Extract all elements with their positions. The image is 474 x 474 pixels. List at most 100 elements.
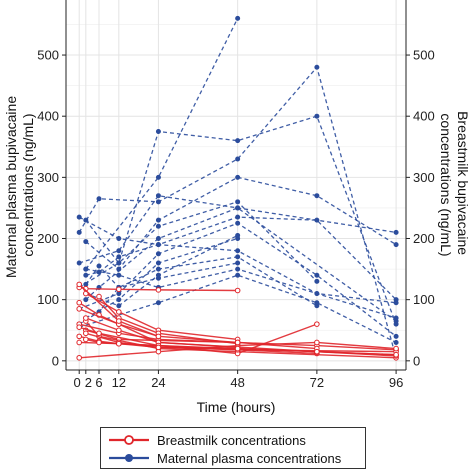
plasma-data-point: [314, 217, 320, 223]
plasma-data-point: [96, 196, 102, 202]
plasma-series-line: [85, 176, 397, 271]
plasma-data-point: [155, 174, 161, 180]
plasma-data-point: [155, 217, 161, 223]
breastmilk-data-point: [234, 339, 241, 346]
legend-plasma-swatch: [109, 454, 149, 462]
breastmilk-data-point: [155, 287, 162, 293]
legend-item-plasma: Maternal plasma concentrations: [107, 449, 341, 467]
plasma-data-point: [155, 251, 161, 257]
breastmilk-data-point: [76, 339, 83, 346]
plasma-data-point: [235, 174, 241, 180]
x-tick-label: 24: [151, 375, 165, 390]
breastmilk-data-point: [76, 324, 83, 330]
breastmilk-data-point: [76, 354, 83, 361]
plasma-data-point: [76, 229, 82, 235]
breastmilk-data-point: [116, 286, 122, 293]
plasma-data-point: [155, 272, 161, 278]
y-axis-title-left-line2: concentrations (ng/mL): [20, 113, 36, 256]
plasma-data-point: [393, 229, 399, 235]
plasma-data-point: [96, 263, 102, 269]
plasma-data-point: [76, 214, 82, 220]
y-axis-title-left-line1: Maternal plasma bupivacaine: [3, 96, 19, 278]
plasma-data-point: [83, 266, 89, 272]
plasma-data-point: [393, 242, 399, 248]
legend: Breastmilk concentrations Maternal plasm…: [100, 427, 366, 469]
plasma-data-point: [314, 278, 320, 284]
breastmilk-data-point: [116, 340, 122, 347]
breastmilk-data-point: [76, 281, 83, 288]
plasma-data-point: [314, 300, 320, 306]
plasma-data-point: [235, 254, 241, 260]
y-tick-label-left: 0: [52, 353, 59, 368]
breastmilk-data-point: [393, 345, 399, 352]
y-axis-title-right: Breastmilk bupivacaine concentrations (n…: [438, 111, 471, 259]
plasma-data-point: [393, 339, 399, 345]
x-tick-label: 6: [95, 375, 102, 390]
plasma-series-line: [85, 237, 238, 319]
plasma-data-point: [116, 260, 122, 266]
breastmilk-data-point: [116, 327, 122, 334]
plasma-data-point: [155, 260, 161, 266]
plasma-data-point: [83, 272, 89, 278]
breastmilk-data-point: [96, 339, 102, 346]
plasma-data-point: [314, 64, 320, 70]
breastmilk-data-point: [234, 345, 241, 352]
plasma-data-point: [155, 193, 161, 199]
plasma-data-point: [83, 239, 89, 245]
y-axis-title-left: Maternal plasma bupivacaine concentratio…: [3, 92, 36, 278]
y-tick-label-left: 400: [37, 109, 59, 124]
x-tick-label: 2: [85, 375, 92, 390]
y-tick-label-right: 500: [413, 48, 435, 63]
plasma-series-line: [78, 216, 397, 304]
legend-item-breastmilk: Breastmilk concentrations: [107, 431, 306, 449]
plasma-data-point: [314, 291, 320, 297]
breastmilk-data-point: [234, 287, 241, 294]
plasma-data-point: [235, 214, 241, 220]
plasma-data-point: [393, 315, 399, 321]
breastmilk-data-point: [76, 299, 83, 306]
plasma-data-point: [235, 205, 241, 211]
plasma-data-point: [155, 300, 161, 306]
plasma-data-point: [155, 266, 161, 272]
y-tick-label-right: 200: [413, 231, 435, 246]
plasma-data-point: [235, 260, 241, 266]
plot-area: [66, 0, 406, 370]
x-axis-title: Time (hours): [197, 399, 276, 415]
breastmilk-data-point: [393, 351, 399, 358]
y-tick-label-right: 400: [413, 109, 435, 124]
x-tick-label: 12: [112, 375, 126, 390]
breastmilk-data-point: [76, 306, 83, 312]
breastmilk-data-point: [96, 293, 102, 300]
legend-plasma-label: Maternal plasma concentrations: [157, 450, 342, 466]
x-tick-label: 72: [310, 375, 324, 390]
breastmilk-data-point: [314, 339, 320, 346]
y-tick-label-right: 300: [413, 170, 435, 185]
plasma-data-point: [155, 199, 161, 205]
y-axis-title-right-line2: concentrations (ng/mL): [438, 113, 454, 256]
plasma-data-point: [116, 297, 122, 303]
plasma-series-line: [79, 274, 397, 344]
breastmilk-data-point: [83, 315, 89, 321]
breastmilk-series-line: [85, 292, 238, 341]
plasma-data-point: [314, 272, 320, 278]
plasma-data-point: [155, 223, 161, 229]
plasma-data-point: [116, 272, 122, 278]
breastmilk-data-point: [155, 333, 162, 340]
legend-breastmilk-label: Breastmilk concentrations: [157, 432, 306, 448]
plasma-data-point: [235, 272, 241, 278]
y-tick-label-left: 200: [37, 231, 59, 246]
breastmilk-series-line: [78, 302, 159, 338]
plasma-data-point: [76, 260, 82, 266]
plasma-data-point: [235, 199, 241, 205]
plasma-data-point: [393, 333, 399, 339]
plasma-data-point: [83, 297, 89, 303]
breastmilk-data-point: [116, 318, 122, 324]
legend-breastmilk-swatch: [109, 435, 149, 445]
breastmilk-data-point: [96, 330, 102, 337]
plasma-data-point: [235, 232, 241, 238]
grid: [66, 0, 406, 370]
breastmilk-data-point: [116, 309, 122, 315]
breastmilk-data-point: [314, 321, 320, 327]
